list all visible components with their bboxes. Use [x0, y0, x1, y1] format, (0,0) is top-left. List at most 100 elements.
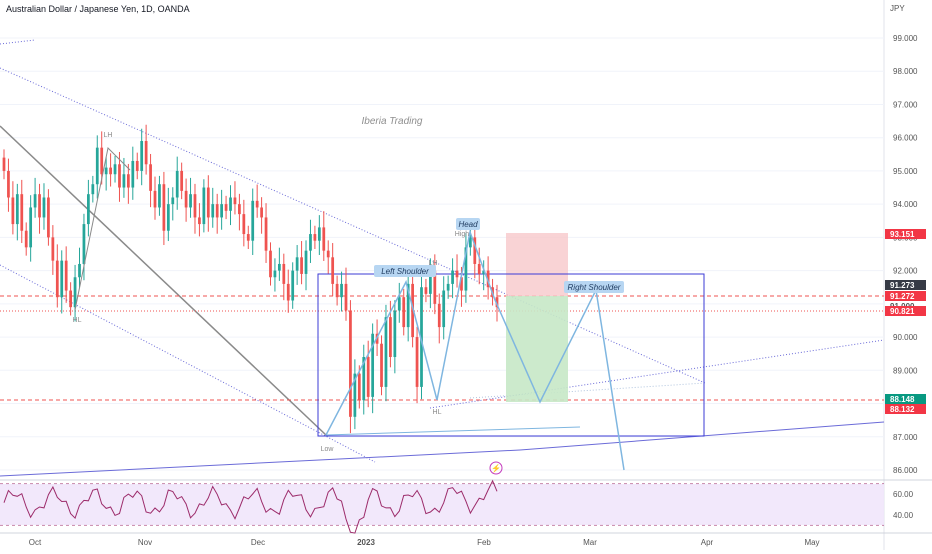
price-tag-label: 91.273 [890, 281, 915, 290]
candle-body [349, 310, 352, 417]
price-tag-label: 90.821 [890, 307, 915, 316]
falling-trend-line [0, 125, 327, 436]
candle-body [87, 194, 90, 225]
candle-body [371, 333, 375, 397]
candle-body [242, 214, 246, 235]
candle-body [384, 317, 388, 387]
candle-body [411, 283, 414, 338]
rsi-line [3, 479, 498, 534]
candle-body [15, 194, 19, 225]
candle-body [220, 204, 224, 218]
price-tick-label: 86.000 [893, 466, 918, 475]
alert-icon [489, 461, 503, 475]
candle-body [273, 270, 277, 278]
candle-body [131, 160, 135, 188]
candle-body [464, 247, 468, 291]
swing-label: HL [73, 317, 82, 324]
candle-body [229, 197, 232, 211]
candle-body [206, 187, 210, 218]
candle-body [366, 357, 370, 397]
candle-body [126, 174, 130, 188]
candle-body [482, 270, 486, 274]
swing-path [74, 146, 131, 311]
candle-body [78, 263, 81, 278]
candle-body [82, 224, 86, 264]
candle-body [95, 147, 99, 185]
candle-body [393, 310, 397, 358]
candle-body [295, 257, 299, 271]
price-tick-label: 96.000 [893, 134, 918, 143]
candle-body [69, 290, 72, 308]
candle-body [24, 230, 28, 248]
candle-body [486, 270, 490, 288]
candle-body [140, 141, 144, 171]
candle-body [353, 373, 357, 417]
rsi-tick-label: 40.00 [893, 511, 914, 520]
candle-body [300, 257, 303, 274]
candle-body [420, 287, 423, 387]
candle-body [291, 270, 295, 301]
candle-body [202, 187, 206, 225]
price-tick-label: 92.000 [893, 267, 918, 276]
candle-body [193, 194, 197, 218]
take-profit-zone [506, 296, 568, 402]
candle-body [51, 237, 55, 261]
candle-body [158, 184, 161, 208]
candle-body [11, 197, 15, 225]
candle-body [446, 283, 450, 291]
candle-body [238, 204, 241, 215]
candle-body [335, 283, 339, 298]
candle-body [362, 357, 366, 401]
candle-body [468, 237, 472, 248]
price-tick-label: 99.000 [893, 34, 918, 43]
candle-body [282, 263, 286, 284]
price-tag [885, 291, 926, 301]
candle-body [326, 250, 330, 258]
candle-body [33, 194, 37, 208]
pattern-label-bg [564, 281, 624, 293]
candle-body [38, 194, 41, 218]
candle-body [175, 170, 179, 198]
candle-body [415, 337, 419, 387]
candle-body [495, 297, 499, 308]
candle-body [73, 277, 77, 308]
candle-body [406, 283, 410, 328]
time-tick-label: Feb [477, 538, 491, 547]
price-tag [885, 404, 926, 414]
time-tick-label: May [804, 538, 819, 547]
candle-body [171, 197, 175, 205]
candle-body [153, 190, 157, 208]
candle-body [477, 263, 481, 274]
candle-body [64, 260, 68, 291]
price-tag-label: 91.272 [890, 292, 915, 301]
pattern-label: Head [458, 220, 478, 229]
time-tick-label: Mar [583, 538, 597, 547]
price-tick-label: 98.000 [893, 67, 918, 76]
support-segment [325, 426, 581, 436]
candle-body [455, 270, 459, 278]
long-curve-line [0, 449, 521, 477]
head-and-shoulders-path [325, 229, 625, 471]
pattern-label-bg [456, 218, 480, 230]
time-tick-label: 2023 [357, 538, 375, 547]
candle-body [166, 204, 170, 231]
candle-body [442, 290, 446, 328]
candle-body [380, 343, 383, 387]
pattern-label: Right Shoulder [568, 283, 621, 292]
swing-label: LH [104, 132, 113, 139]
price-tick-label: 89.000 [893, 366, 918, 375]
candle-body [109, 167, 112, 175]
candle-body [264, 217, 268, 251]
plot-background [0, 0, 884, 550]
candle-body [180, 170, 184, 191]
candle-body [20, 194, 24, 231]
candle-body [91, 184, 95, 195]
candle-body [135, 160, 139, 171]
currency-label: JPY [890, 4, 905, 13]
chart-title: Australian Dollar / Japanese Yen, 1D, OA… [6, 4, 190, 14]
pattern-label: Left Shoulder [381, 267, 429, 276]
price-tag [885, 229, 926, 239]
candle-body [317, 227, 321, 241]
candle-body [184, 190, 188, 208]
candle-body [224, 204, 228, 211]
